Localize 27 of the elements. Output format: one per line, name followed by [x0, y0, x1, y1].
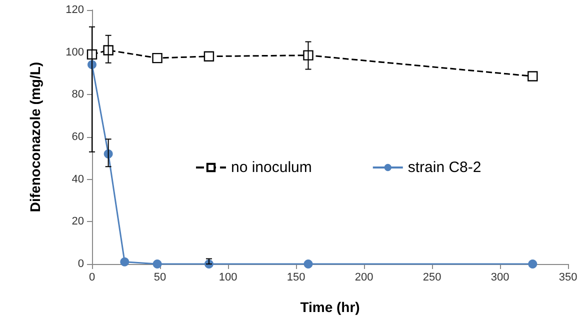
point	[304, 260, 313, 268]
y-axis-title: Difenoconazole (mg/L)	[27, 62, 43, 212]
y-tick-label: 0	[78, 258, 84, 270]
y-tick-label: 100	[66, 46, 84, 58]
point	[86, 49, 98, 60]
y-tick-label: 80	[72, 88, 84, 101]
x-tick-label: 50	[154, 272, 166, 284]
legend-label: strain C8-2	[408, 159, 482, 176]
x-tick-label: 150	[286, 272, 306, 284]
point	[528, 260, 538, 268]
y-tick-label: 60	[72, 131, 84, 143]
point	[204, 51, 214, 62]
point	[528, 71, 538, 82]
point	[152, 52, 162, 64]
x-tick-label: 300	[490, 272, 510, 284]
y-tick-label: 120	[66, 4, 84, 16]
y-tick-label: 40	[72, 173, 84, 186]
x-tick-label: 0	[88, 272, 96, 284]
x-tick-label: 350	[558, 272, 578, 284]
x-tick-label: 200	[354, 272, 374, 284]
y-tick-label: 20	[72, 216, 84, 228]
point	[152, 260, 162, 268]
legend-label: no inoculum	[231, 159, 312, 176]
x-axis-title: Time (hr)	[300, 299, 360, 315]
x-tick-label: 100	[218, 272, 238, 284]
x-tick-label: 250	[422, 272, 442, 284]
point	[120, 257, 130, 266]
